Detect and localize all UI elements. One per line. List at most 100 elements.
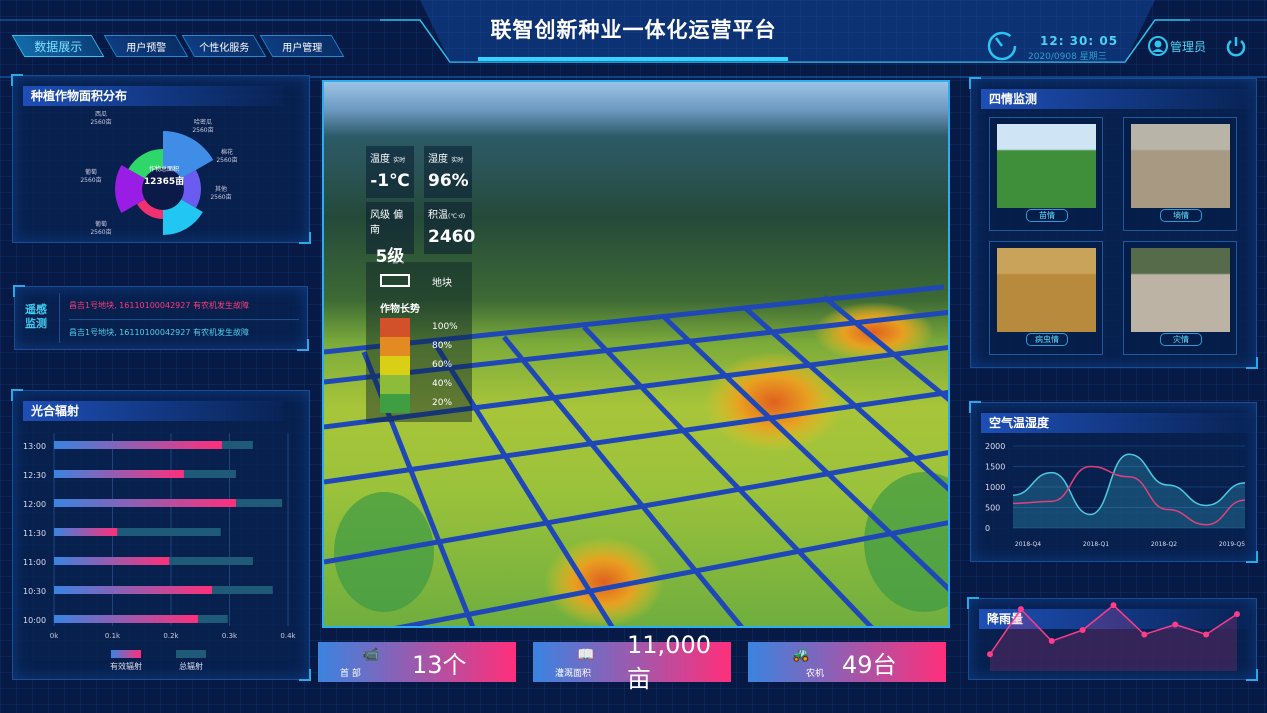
condition-card[interactable]: 墒情	[1123, 117, 1237, 231]
header: 联智创新种业一体化运营平台	[0, 0, 1267, 78]
power-icon[interactable]	[1225, 35, 1247, 57]
pie-slice-value: 2560亩	[216, 156, 237, 164]
stat-head-units[interactable]: 📹 首 部 13个	[318, 642, 516, 682]
crop-area-panel: 种植作物面积分布 西瓜 2560亩 哈密瓜 2560亩 棉花 2560亩 其他 2560亩 葡萄…	[11, 74, 311, 244]
clock-time: 12: 30: 05	[1040, 34, 1119, 48]
rain-point[interactable]	[1234, 611, 1240, 618]
pie-slice[interactable]	[180, 170, 202, 208]
x-tick-label: 0k	[50, 632, 59, 640]
bar-total	[54, 528, 221, 536]
y-tick-label: 0	[985, 524, 990, 533]
map-legend: 地块 作物长势 100% 80% 60% 40% 20%	[366, 262, 472, 422]
pie-center	[142, 168, 184, 210]
legend-label: 有效辐射	[110, 661, 142, 671]
tab-data-display[interactable]: 数据展示	[11, 35, 105, 57]
tab-user-warning[interactable]: 用户预警	[103, 35, 189, 57]
camera-icon: 📹	[362, 647, 380, 663]
panel-title: 种植作物面积分布	[23, 86, 283, 106]
legend-swatch	[176, 650, 206, 658]
growth-level-swatch	[380, 337, 410, 356]
rainfall-panel: 降雨量	[967, 597, 1258, 681]
farm-map[interactable]: 温度 实时 -1℃ 湿度 实时 96% 风级 偏南 5级 积温(℃·d) 2460 地块…	[322, 80, 950, 628]
remote-sensing-panel: 遥感监测 昌吉1号地块, 16110100042927 有农机发生故障 昌吉1号…	[13, 285, 309, 351]
condition-label[interactable]: 墒情	[1160, 209, 1202, 222]
rain-point[interactable]	[1172, 621, 1179, 628]
pie-slice[interactable]	[128, 149, 163, 179]
x-tick-label: 0.2k	[163, 632, 179, 640]
growth-level-swatch	[380, 394, 410, 413]
x-tick-label: 0.1k	[105, 632, 121, 640]
rain-point[interactable]	[1203, 631, 1210, 638]
alert-item[interactable]: 昌吉1号地块, 16110100042927 有农机发生故障	[69, 328, 249, 337]
pie-slice-value: 2560亩	[90, 118, 111, 126]
y-tick-label: 1000	[985, 483, 1005, 492]
panel-title: 四情监测	[981, 89, 1251, 109]
pie-slice-name: 葡萄	[95, 220, 107, 228]
bar-effective	[54, 586, 212, 594]
rain-point[interactable]	[1141, 631, 1148, 638]
rain-point[interactable]	[1110, 602, 1117, 609]
pie-slice-value: 2560亩	[210, 193, 231, 201]
pie-slice[interactable]	[163, 131, 214, 179]
rain-point[interactable]	[1048, 638, 1055, 645]
y-tick-label: 2000	[985, 442, 1005, 451]
pie-slice[interactable]	[137, 199, 163, 219]
condition-card[interactable]: 病虫情	[989, 241, 1103, 355]
pie-slice[interactable]	[115, 165, 146, 213]
condition-card[interactable]: 苗情	[989, 117, 1103, 231]
y-tick-label: 500	[985, 504, 1000, 513]
condition-label[interactable]: 病虫情	[1026, 333, 1068, 346]
series-line	[1012, 453, 1246, 516]
condition-image	[1131, 124, 1230, 208]
growth-level-swatch	[380, 356, 410, 375]
air-temp-humidity-panel: 空气温湿度 2000 1500 1000 500 0 2018-Q4 2018-Q1 2018…	[969, 401, 1258, 563]
pie-slice-name: 哈密瓜	[194, 118, 212, 126]
x-tick-label: 2019-Q5	[1219, 541, 1245, 548]
pie-slice[interactable]	[163, 199, 203, 235]
weather-accumulated-temp: 积温(℃·d) 2460	[424, 202, 475, 254]
air-chart: 2000 1500 1000 500 0 2018-Q4 2018-Q1 2018-Q2 201…	[985, 442, 1246, 548]
legend-swatch	[111, 650, 141, 658]
condition-label[interactable]: 苗情	[1026, 209, 1068, 222]
legend-label: 总辐射	[179, 661, 203, 671]
pie-center-label: 作物总面积	[148, 166, 179, 173]
condition-image	[997, 124, 1096, 208]
y-tick-label: 12:00	[23, 500, 46, 509]
growth-level-swatch	[380, 375, 410, 394]
bar-effective	[54, 557, 170, 565]
stat-machinery[interactable]: 🚜 农机 49台	[748, 642, 946, 682]
y-tick-label: 10:30	[23, 587, 46, 596]
rain-point[interactable]	[1079, 627, 1086, 634]
condition-label[interactable]: 灾情	[1160, 333, 1202, 346]
growth-level-label: 60%	[432, 360, 453, 370]
rain-point[interactable]	[1017, 606, 1024, 613]
condition-image	[997, 248, 1096, 332]
remote-title: 遥感监测	[25, 303, 47, 330]
rain-area	[990, 605, 1237, 671]
y-tick-label: 10:00	[23, 616, 46, 625]
pie-slice-name: 西瓜	[95, 111, 107, 118]
plot-legend-label: 地块	[432, 278, 452, 289]
rainfall-chart	[987, 602, 1240, 671]
rain-point[interactable]	[987, 651, 993, 658]
stat-irrigation-area[interactable]: 📖 灌溉面积 11,000亩	[533, 631, 731, 693]
radiation-chart: 0k 0.1k 0.2k 0.3k 0.4k 13:00 12:30 12:00 11:30 11…	[23, 433, 297, 671]
bar-effective	[54, 470, 184, 478]
tab-user-management[interactable]: 用户管理	[259, 35, 345, 57]
tab-personal-service[interactable]: 个性化服务	[181, 35, 267, 57]
y-tick-label: 11:00	[23, 558, 46, 567]
x-tick-label: 0.4k	[280, 632, 296, 640]
four-conditions-panel: 四情监测 苗情 墒情病虫情 灾情	[969, 77, 1258, 369]
user-name[interactable]: 管理员	[1170, 40, 1207, 54]
radiation-panel: 光合辐射 0k 0.1k 0.2k 0.3k 0.4k 13:00 12:30 12:00 11…	[11, 389, 311, 681]
alert-item[interactable]: 昌吉1号地块, 16110100042927 有农机发生故障	[69, 301, 249, 310]
x-tick-label: 2018-Q4	[1015, 541, 1041, 548]
condition-card[interactable]: 灾情	[1123, 241, 1237, 355]
condition-image	[1131, 248, 1230, 332]
y-tick-label: 11:30	[23, 529, 46, 538]
series-line	[1012, 465, 1246, 526]
pie-center-value: 12365亩	[143, 177, 185, 187]
page-title: 联智创新种业一体化运营平台	[490, 18, 777, 42]
y-tick-label: 12:30	[23, 471, 46, 480]
